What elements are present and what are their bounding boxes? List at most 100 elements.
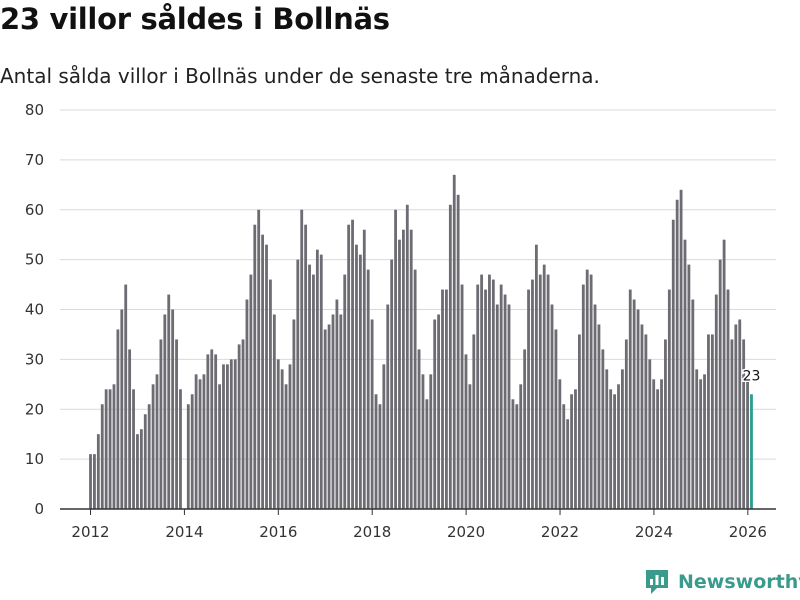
bar bbox=[546, 274, 550, 509]
bar bbox=[519, 384, 523, 509]
bar bbox=[374, 394, 378, 509]
bar bbox=[621, 369, 624, 509]
bar bbox=[448, 204, 452, 509]
bar bbox=[730, 339, 734, 509]
bar bbox=[202, 374, 206, 509]
bar bbox=[276, 359, 280, 509]
y-tick-label: 60 bbox=[25, 201, 44, 219]
bar bbox=[742, 339, 746, 509]
newsworthy-logo[interactable]: Newsworthy bbox=[644, 568, 800, 596]
bar bbox=[167, 294, 171, 509]
bar bbox=[452, 174, 456, 509]
bar bbox=[308, 264, 311, 509]
bar bbox=[593, 304, 597, 509]
bar bbox=[343, 274, 347, 509]
bar bbox=[570, 394, 573, 509]
bar bbox=[597, 324, 601, 509]
y-tick-label: 10 bbox=[25, 450, 44, 468]
bar bbox=[206, 354, 210, 509]
bar bbox=[464, 354, 468, 509]
bar bbox=[112, 384, 116, 509]
bar bbox=[445, 289, 448, 509]
bar bbox=[229, 359, 233, 509]
bar bbox=[312, 274, 315, 509]
bar bbox=[542, 264, 546, 509]
bar bbox=[679, 189, 683, 510]
bar bbox=[210, 349, 214, 509]
bar bbox=[351, 219, 354, 509]
axes: 0 10 20 30 40 50 60 70 80 2012 2014 2016 2018 2020 202… bbox=[25, 101, 776, 541]
bar bbox=[491, 279, 495, 509]
bar bbox=[472, 334, 476, 509]
bar bbox=[648, 359, 652, 509]
bar bbox=[421, 374, 425, 509]
y-tick-label: 70 bbox=[25, 151, 44, 169]
bar bbox=[179, 389, 182, 509]
bar bbox=[237, 344, 241, 509]
newsworthy-icon bbox=[646, 570, 668, 594]
bar bbox=[186, 404, 190, 509]
bar bbox=[437, 314, 441, 509]
bar bbox=[398, 239, 401, 510]
bar bbox=[284, 384, 288, 509]
bar bbox=[531, 279, 534, 509]
bar bbox=[624, 339, 628, 509]
bar bbox=[695, 369, 699, 509]
bar bbox=[558, 379, 562, 509]
bar bbox=[577, 334, 581, 509]
bar bbox=[245, 299, 249, 509]
bar bbox=[632, 299, 636, 509]
x-tick-label: 2026 bbox=[729, 523, 767, 541]
bar bbox=[746, 374, 749, 509]
bar bbox=[613, 394, 617, 509]
bar bbox=[89, 454, 92, 509]
bar bbox=[261, 234, 265, 509]
bar bbox=[636, 309, 640, 509]
bar bbox=[503, 294, 507, 509]
x-tick-label: 2014 bbox=[165, 523, 203, 541]
bar bbox=[272, 314, 276, 509]
bar bbox=[151, 384, 155, 509]
bar bbox=[656, 389, 660, 509]
latest-value-label: 23 bbox=[743, 368, 761, 384]
bar bbox=[409, 229, 413, 509]
chart-title: 23 villor såldes i Bollnäs bbox=[0, 2, 390, 36]
y-tick-label: 30 bbox=[25, 350, 44, 368]
bar bbox=[378, 404, 382, 509]
bar bbox=[394, 209, 397, 509]
bar bbox=[288, 364, 292, 509]
bar bbox=[605, 369, 609, 509]
bar bbox=[515, 404, 519, 509]
bar bbox=[617, 384, 620, 509]
bar bbox=[527, 289, 530, 509]
bar bbox=[139, 429, 143, 509]
bar bbox=[382, 364, 386, 509]
y-tick-label: 40 bbox=[25, 301, 44, 319]
bar bbox=[198, 379, 202, 509]
bar bbox=[96, 434, 100, 509]
chart-subtitle: Antal sålda villor i Bollnäs under de se… bbox=[0, 64, 600, 88]
bar bbox=[100, 404, 104, 509]
bar bbox=[319, 254, 323, 509]
x-tick-label: 2018 bbox=[353, 523, 391, 541]
bar bbox=[488, 274, 491, 509]
bar bbox=[601, 349, 605, 509]
bar bbox=[628, 289, 632, 509]
bar bbox=[507, 304, 511, 509]
bar-chart: 0 10 20 30 40 50 60 70 80 2012 2014 2016 2018 2020 202… bbox=[25, 101, 776, 541]
bar bbox=[116, 329, 120, 509]
bar bbox=[640, 324, 644, 509]
bar bbox=[222, 364, 225, 509]
bar bbox=[671, 219, 675, 509]
bar bbox=[566, 419, 570, 509]
bar bbox=[175, 339, 178, 509]
bar bbox=[304, 224, 308, 509]
bar bbox=[538, 274, 542, 509]
bar bbox=[257, 209, 261, 509]
bar bbox=[718, 259, 722, 509]
bar bbox=[460, 284, 464, 509]
bar bbox=[190, 394, 194, 509]
bar bbox=[300, 209, 304, 509]
bar bbox=[315, 249, 319, 509]
bar bbox=[687, 264, 691, 509]
